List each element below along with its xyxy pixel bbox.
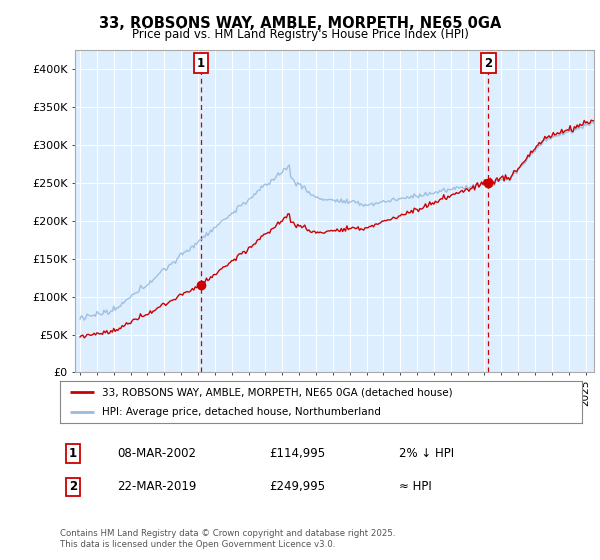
Text: 33, ROBSONS WAY, AMBLE, MORPETH, NE65 0GA: 33, ROBSONS WAY, AMBLE, MORPETH, NE65 0G…	[99, 16, 501, 31]
Text: 2% ↓ HPI: 2% ↓ HPI	[400, 447, 454, 460]
Text: HPI: Average price, detached house, Northumberland: HPI: Average price, detached house, Nort…	[102, 407, 380, 417]
Text: 1: 1	[69, 447, 77, 460]
Text: 2: 2	[484, 57, 492, 70]
Text: Price paid vs. HM Land Registry's House Price Index (HPI): Price paid vs. HM Land Registry's House …	[131, 28, 469, 41]
Text: Contains HM Land Registry data © Crown copyright and database right 2025.
This d: Contains HM Land Registry data © Crown c…	[60, 529, 395, 549]
Text: 33, ROBSONS WAY, AMBLE, MORPETH, NE65 0GA (detached house): 33, ROBSONS WAY, AMBLE, MORPETH, NE65 0G…	[102, 387, 452, 397]
Text: 2: 2	[69, 480, 77, 493]
Text: 08-MAR-2002: 08-MAR-2002	[118, 447, 196, 460]
Text: £114,995: £114,995	[269, 447, 325, 460]
Text: 22-MAR-2019: 22-MAR-2019	[118, 480, 197, 493]
Text: £249,995: £249,995	[269, 480, 325, 493]
Text: 1: 1	[197, 57, 205, 70]
Text: ≈ HPI: ≈ HPI	[400, 480, 432, 493]
